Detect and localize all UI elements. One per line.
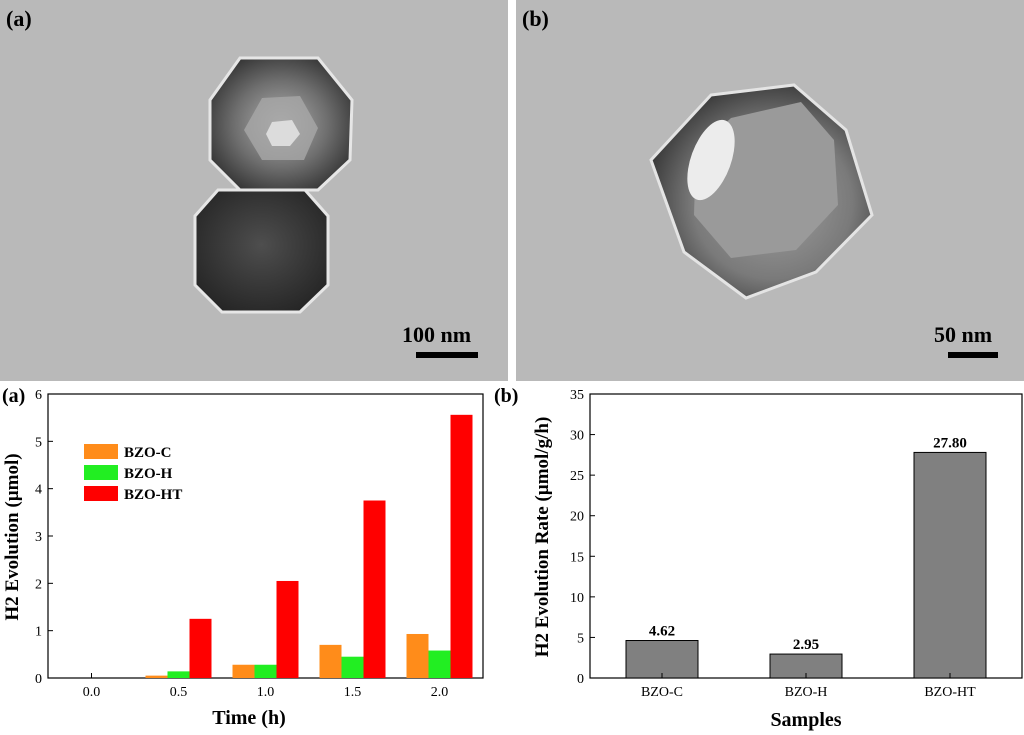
scale-bar-label-b: 50 nm: [934, 322, 993, 347]
scale-bar-b: [948, 352, 998, 358]
chart-a-x-tick-label: 2.0: [431, 685, 449, 700]
chart-a-x-tick-label: 0.5: [170, 685, 188, 700]
chart-b-y-tick-label: 15: [570, 550, 584, 565]
chart-a-legend-label: BZO-C: [124, 445, 172, 461]
chart-b-panel-label: (b): [494, 385, 518, 407]
chart-b-y-tick-label: 25: [570, 469, 584, 484]
chart-a-legend-label: BZO-H: [124, 466, 173, 482]
chart-b-y-tick-label: 35: [570, 388, 584, 403]
tem-image-a: (a) 100 nm: [0, 0, 508, 381]
chart-a-bar-bzo-h: [428, 650, 451, 678]
solid-particle: [193, 188, 330, 314]
chart-a-bar-bzo-h: [167, 671, 190, 678]
chart-a-legend-label: BZO-HT: [124, 487, 182, 503]
chart-b-data-label: 4.62: [649, 624, 675, 640]
chart-a-y-tick-label: 1: [35, 625, 42, 640]
chart-a-plot-frame: [47, 393, 484, 679]
chart-a-bar-bzo-ht: [450, 414, 473, 678]
chart-a-x-tick-label: 1.5: [344, 685, 362, 700]
chart-a-bar-bzo-h: [341, 656, 364, 678]
chart-a-bar-bzo-ht: [276, 580, 299, 678]
chart-b-y-tick-label: 0: [577, 672, 584, 687]
chart-b-y-tick-label: 20: [570, 510, 584, 525]
chart-a-panel-label: (a): [2, 385, 25, 407]
chart-b-x-tick-label: BZO-C: [641, 685, 683, 700]
tem-panel-label-b: (b): [522, 6, 549, 31]
chart-b-y-tick-label: 10: [570, 591, 584, 606]
tem-panel-label-a: (a): [6, 6, 32, 31]
tem-image-b: (b) 50 nm: [516, 0, 1024, 381]
chart-b-x-tick-label: BZO-HT: [924, 685, 976, 700]
chart-a-x-axis-title: Time (h): [212, 707, 286, 729]
chart-a-x-tick-label: 1.0: [257, 685, 275, 700]
chart-b-plot-frame: [589, 393, 1023, 679]
chart-b-data-label: 27.80: [933, 435, 967, 451]
chart-a-bar-bzo-c: [319, 644, 342, 678]
chart-a-bar-bzo-h: [254, 664, 277, 678]
chart-b-bar: [625, 640, 699, 679]
chart-a-y-tick-label: 3: [35, 530, 42, 545]
scale-bar-a: [416, 352, 478, 358]
chart-a-y-tick-label: 5: [35, 435, 42, 450]
chart-a-bar-bzo-c: [145, 675, 168, 678]
chart-b-x-tick-label: BZO-H: [785, 685, 828, 700]
chart-a-bar-bzo-ht: [363, 500, 386, 678]
chart-a-bar-bzo-c: [232, 664, 255, 678]
chart-b-data-label: 2.95: [793, 637, 819, 653]
chart-a-legend-swatch-bzo-h: [84, 465, 118, 480]
chart-a-y-tick-label: 0: [35, 672, 42, 687]
chart-a-y-tick-label: 2: [35, 577, 42, 592]
chart-a-x-tick-label: 0.0: [83, 685, 101, 700]
scale-bar-label-a: 100 nm: [402, 322, 472, 347]
chart-a-legend-swatch-bzo-c: [84, 444, 118, 459]
chart-a-legend-swatch-bzo-ht: [84, 486, 118, 501]
chart-b-bar: [913, 451, 987, 679]
chart-b-y-tick-label: 5: [577, 631, 584, 646]
chart-a-bar-bzo-ht: [189, 618, 212, 678]
chart-a-bar-bzo-c: [406, 633, 429, 678]
chart-a-y-tick-label: 4: [35, 483, 42, 498]
chart-a-y-tick-label: 6: [35, 388, 42, 403]
chart-b-y-tick-label: 30: [570, 429, 584, 444]
chart-a-y-axis-title: H2 Evolution (µmol): [2, 453, 23, 620]
chart-b-bar: [769, 653, 843, 679]
chart-b-y-axis-title: H2 Evolution Rate (µmol/g/h): [532, 417, 553, 658]
chart-b-x-axis-title: Samples: [770, 709, 841, 731]
